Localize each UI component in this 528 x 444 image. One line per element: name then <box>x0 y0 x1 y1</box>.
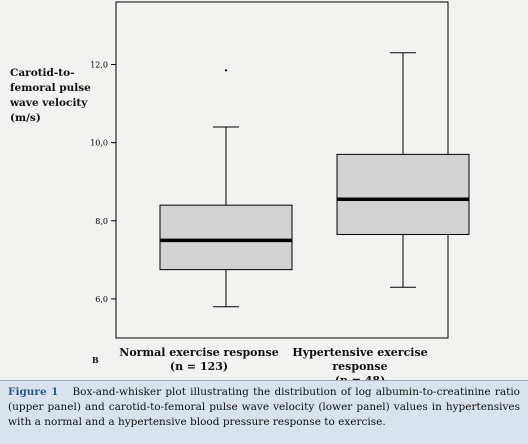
y-tick-label: 10,0 <box>90 139 108 148</box>
outlier-point <box>224 69 228 72</box>
y-axis-label: Carotid-to- femoral pulse wave velocity … <box>10 66 110 126</box>
y-axis-label-line: femoral pulse <box>10 82 91 94</box>
panel-letter: B <box>92 355 99 365</box>
y-tick-label: 12,0 <box>90 61 108 70</box>
figure-caption: Figure 1 Box-and-whisker plot illustratin… <box>0 380 528 444</box>
y-tick-label: 8,0 <box>95 217 108 226</box>
caption-text: Box-and-whisker plot illustrating the di… <box>8 386 521 428</box>
y-axis-label-line: Carotid-to- <box>10 67 75 79</box>
y-axis-label-line: (m/s) <box>10 112 41 124</box>
chart-panel: Carotid-to- femoral pulse wave velocity … <box>10 1 470 387</box>
category-label: Normal exercise response <box>119 346 279 359</box>
iqr-box <box>336 153 470 235</box>
category-n: (n = 123) <box>169 360 229 373</box>
category-label: Hypertensive exercise response <box>292 346 428 373</box>
iqr-box <box>159 204 293 271</box>
figure-label: Figure 1 <box>8 386 59 398</box>
y-axis-label-line: wave velocity <box>10 97 88 109</box>
y-tick-label: 6,0 <box>95 295 108 304</box>
category-normal: Normal exercise response (n = 123) <box>114 346 284 374</box>
box-plot: 6,0 8,0 10,0 12,0 <box>90 1 470 339</box>
